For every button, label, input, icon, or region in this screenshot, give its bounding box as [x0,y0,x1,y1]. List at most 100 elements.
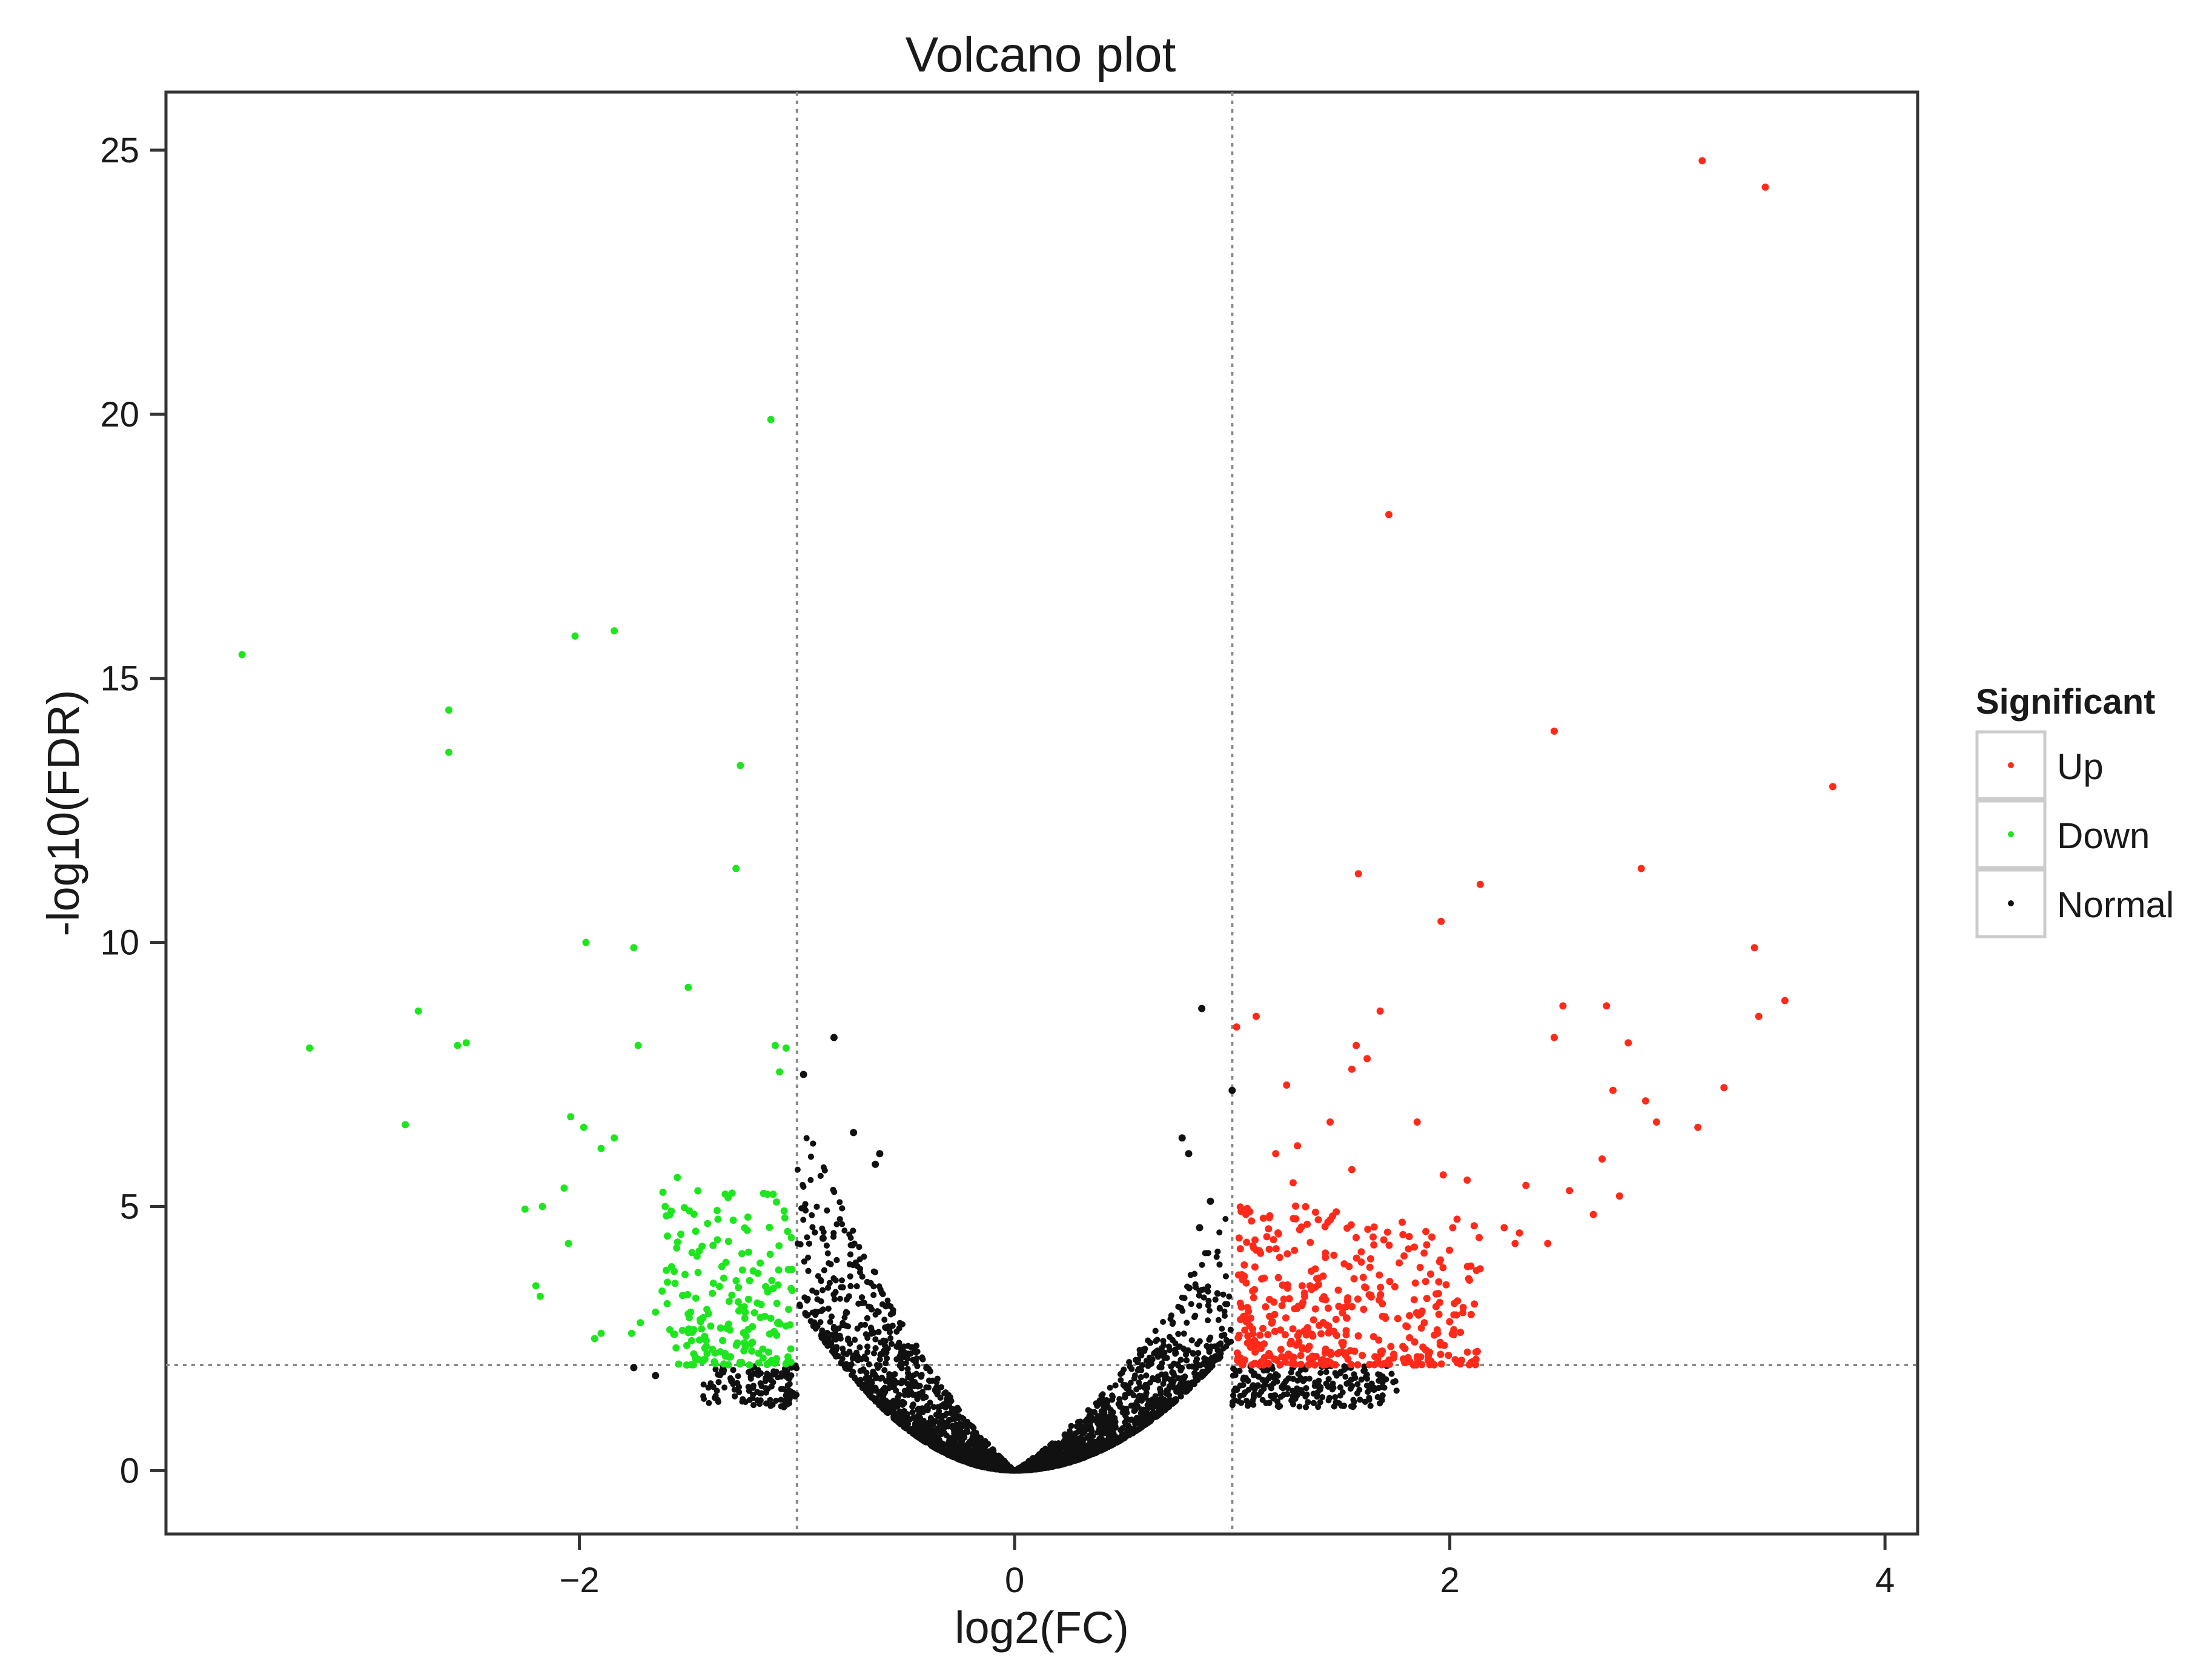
normal-point [887,1335,894,1341]
normal-point [1112,1423,1119,1430]
normal-point [821,1167,828,1174]
normal-point [1222,1216,1229,1222]
normal-point [1367,1403,1374,1409]
normal-point [1342,1373,1349,1380]
normal-point [807,1177,814,1183]
normal-point [1296,1403,1303,1410]
normal-point [896,1320,903,1326]
normal-point [773,1398,780,1404]
normal-point [866,1361,872,1367]
normal-point [1354,1390,1360,1396]
normal-points [630,1005,1400,1474]
normal-point [873,1362,880,1368]
normal-point [1220,1291,1227,1298]
normal-point [1109,1392,1116,1399]
normal-point [1306,1375,1313,1382]
normal-point [794,1166,801,1173]
normal-point [889,1341,895,1347]
normal-point [701,1396,707,1402]
normal-point [1354,1381,1361,1387]
normal-point [923,1384,930,1390]
normal-point [745,1369,752,1375]
normal-point [884,1297,891,1304]
normal-point [1131,1372,1138,1379]
normal-point [876,1356,883,1363]
normal-point [1221,1308,1228,1315]
normal-point [1337,1384,1343,1390]
normal-point [824,1250,831,1257]
normal-point [1326,1395,1333,1401]
normal-point [879,1301,886,1307]
normal-point [1160,1318,1167,1325]
normal-point [802,1201,809,1207]
normal-point [1130,1392,1137,1398]
normal-point [805,1254,812,1261]
normal-point [819,1225,826,1232]
normal-point [1136,1379,1142,1386]
normal-point [1357,1396,1363,1403]
normal-point [864,1349,871,1355]
threshold-lines [166,92,1918,1534]
normal-point [778,1370,785,1376]
normal-point [836,1199,843,1206]
normal-point [1127,1380,1134,1386]
normal-point [1215,1317,1222,1323]
normal-point [767,1396,773,1403]
normal-point [839,1221,846,1227]
normal-point [1144,1402,1151,1409]
plot-panel [164,90,1919,1536]
normal-point [721,1384,728,1391]
normal-point [880,1337,887,1344]
normal-point [1143,1372,1150,1379]
normal-point [846,1349,853,1355]
normal-point [1118,1377,1124,1383]
normal-point [1219,1326,1225,1332]
normal-point [736,1389,743,1395]
normal-point [889,1323,896,1329]
normal-point [804,1234,810,1241]
normal-point [875,1309,882,1315]
normal-point [797,1303,804,1309]
normal-point [930,1404,937,1410]
normal-point [1107,1384,1113,1391]
normal-point [706,1400,712,1406]
normal-point [731,1386,738,1393]
normal-point [1303,1385,1310,1392]
normal-point [827,1318,833,1325]
normal-point [868,1330,875,1337]
normal-point [823,1242,830,1249]
normal-point [1199,1261,1205,1268]
normal-point [800,1217,807,1223]
normal-point [774,1374,781,1381]
normal-point [1216,1229,1223,1236]
normal-point [909,1409,916,1415]
normal-point [817,1172,824,1179]
normal-point [700,1381,707,1388]
normal-point [1184,1320,1190,1326]
normal-point [1351,1398,1357,1405]
normal-point [952,1416,958,1422]
normal-point [1142,1346,1148,1352]
normal-point [1337,1392,1343,1399]
normal-point [809,1224,816,1230]
normal-point [1317,1370,1324,1376]
normal-point [881,1317,888,1323]
normal-point [809,1212,815,1218]
normal-point [1213,1254,1220,1260]
normal-point [1259,1396,1266,1403]
normal-point [904,1355,911,1362]
normal-point [1315,1404,1322,1410]
normal-point [1222,1312,1228,1319]
normal-point [841,1227,848,1234]
normal-point [1285,1385,1291,1392]
normal-point [871,1350,877,1357]
normal-point [1351,1371,1357,1378]
normal-point [735,1373,741,1380]
normal-point [856,1244,863,1250]
normal-point [1154,1337,1161,1343]
normal-point [1358,1376,1365,1383]
normal-point [970,1424,976,1431]
chart-title: Volcano plot [906,27,1176,82]
normal-point [1375,1371,1382,1378]
